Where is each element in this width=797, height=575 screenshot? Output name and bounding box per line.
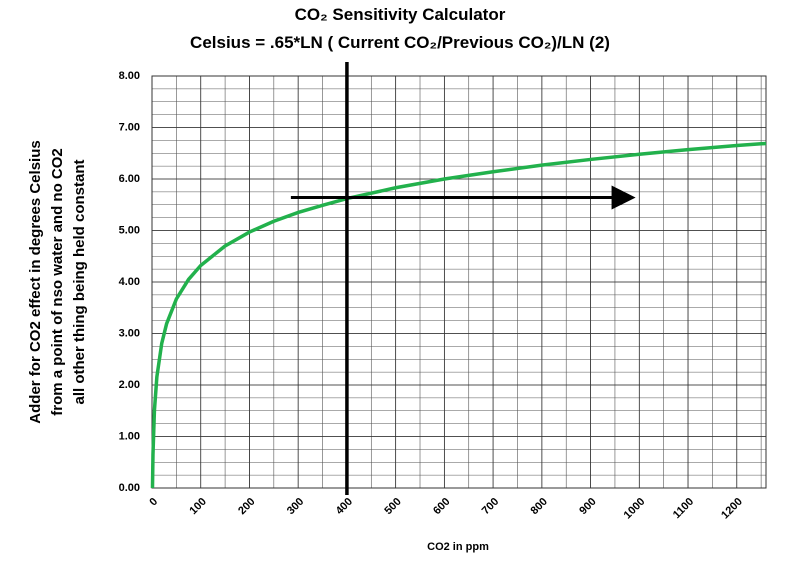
x-tick-label: 1200 xyxy=(719,496,745,522)
y-tick-label: 1.00 xyxy=(119,430,140,442)
x-tick-label: 500 xyxy=(382,496,403,517)
x-tick-label: 600 xyxy=(431,496,452,517)
x-tick-label: 800 xyxy=(529,496,550,517)
y-axis-label-line: Adder for CO2 effect in degrees Celsius xyxy=(27,140,44,423)
y-axis-label-line: all other thing being held constant xyxy=(71,159,88,404)
x-tick-label: 900 xyxy=(577,496,598,517)
y-tick-label: 0.00 xyxy=(119,482,140,494)
plot-border xyxy=(151,75,767,489)
x-axis-label: CO2 in ppm xyxy=(427,541,489,553)
x-tick-label: 0 xyxy=(147,496,160,509)
x-tick-label: 100 xyxy=(187,496,208,517)
data-line xyxy=(150,141,767,489)
x-tick-label: 200 xyxy=(236,496,257,517)
y-tick-label: 7.00 xyxy=(119,121,140,133)
x-tick-label: 700 xyxy=(480,496,501,517)
y-tick-label: 3.00 xyxy=(119,327,140,339)
x-tick-label: 400 xyxy=(334,496,355,517)
y-tick-label: 2.00 xyxy=(119,379,140,391)
y-tick-label: 8.00 xyxy=(119,70,140,82)
x-tick-label: 300 xyxy=(285,496,306,517)
x-tick-label: 1100 xyxy=(671,496,696,521)
chart-subtitle: Celsius = .65*LN ( Current CO₂/Previous … xyxy=(190,33,610,52)
chart-title: CO₂ Sensitivity Calculator xyxy=(295,5,506,24)
y-tick-label: 5.00 xyxy=(119,224,140,236)
y-tick-label: 4.00 xyxy=(119,276,140,288)
y-axis-label: Adder for CO2 effect in degrees Celsius … xyxy=(27,140,88,423)
x-tick-label: 1000 xyxy=(622,496,648,522)
y-axis-label-line: from a point of nso water and no CO2 xyxy=(49,148,66,416)
y-tick-label: 6.00 xyxy=(119,173,140,185)
